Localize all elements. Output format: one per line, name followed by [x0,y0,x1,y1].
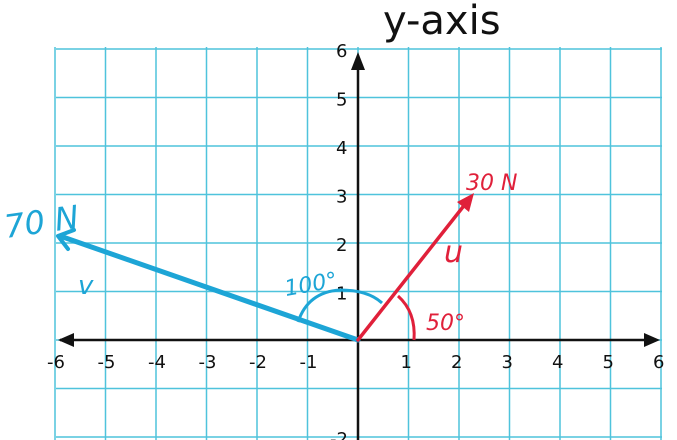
x-tick-label: 2 [451,352,462,373]
y-axis-title: y-axis [383,0,501,44]
x-tick-label: -3 [199,352,217,373]
x-tick-label: -5 [98,352,116,373]
y-tick-label: 6 [336,41,347,62]
vector-u: u 30 N 50° [356,171,517,342]
vector-v-line [57,233,361,343]
x-tick-label: -2 [249,352,267,373]
x-axis-right-arrow [644,333,660,347]
y-tick-label: 3 [336,187,347,208]
angle-50-label: 50° [426,311,465,336]
y-tick-label: 1 [336,284,347,305]
x-axis-left-arrow [58,333,74,347]
x-tick-label: -6 [47,352,65,373]
angle-arc-50 [396,294,416,341]
y-tick-label: -2 [330,429,348,440]
x-tick-label: -4 [148,352,166,373]
y-tick-label: 2 [336,235,347,256]
y-axis-up-arrow [351,52,365,70]
vector-u-line [356,196,472,342]
vector-u-label: u [444,235,463,270]
x-tick-label: 4 [552,352,563,373]
x-tick-label: 6 [653,352,664,373]
y-tick-label: 4 [336,138,347,159]
x-tick-label: 3 [502,352,513,373]
x-tick-label: -1 [300,352,318,373]
axes [58,52,660,440]
vector-u-magnitude: 30 N [466,171,517,196]
x-tick-label: 5 [603,352,614,373]
vector-v-label: v [78,271,94,301]
vector-v: v 70 N 100° [2,198,384,343]
angle-100-label: 100° [283,268,340,302]
y-axis-title-wrap: y-axis [0,0,677,50]
angle-arc-100 [296,288,384,323]
vector-v-arrowhead [56,228,76,251]
vector-u-arrowhead [457,193,474,212]
y-tick-labels: 6 5 4 3 2 1 -2 [330,41,348,440]
y-tick-label: 5 [336,90,347,111]
x-tick-label: 1 [401,352,412,373]
x-tick-labels: -6 -5 -4 -3 -2 -1 1 2 3 4 5 6 [47,352,664,373]
